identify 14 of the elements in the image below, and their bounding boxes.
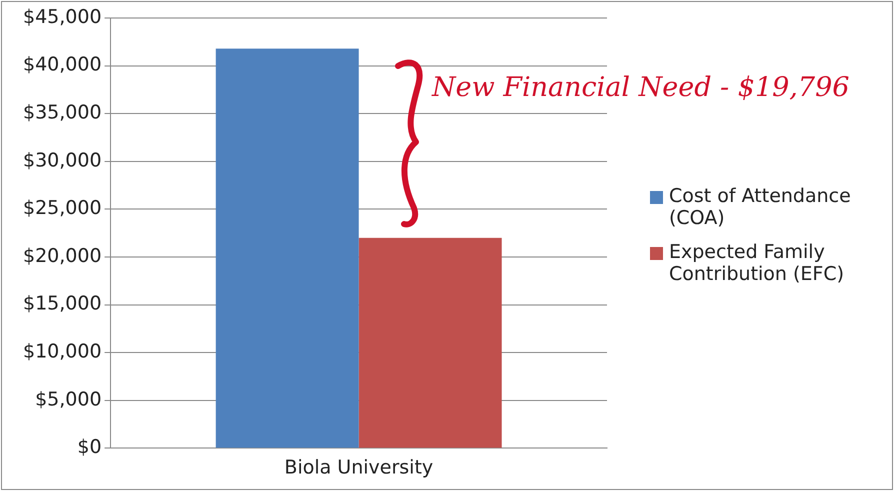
- y-tick-label: $25,000: [22, 197, 102, 220]
- y-tick-label: $30,000: [22, 149, 102, 172]
- y-tick-label: $35,000: [22, 102, 102, 124]
- y-tick-label: $20,000: [22, 244, 102, 267]
- y-tick-label: $5,000: [35, 388, 102, 410]
- y-tick-label: $15,000: [22, 292, 102, 315]
- legend-label: Expected Family Contribution (EFC): [669, 241, 846, 285]
- y-tick-label: $0: [77, 436, 102, 458]
- legend-label: Cost of Attendance (COA): [669, 185, 852, 229]
- y-tick-label: $45,000: [22, 6, 102, 28]
- annotation: New Financial Need - $19,796: [432, 72, 850, 103]
- y-tick-label: $40,000: [22, 54, 102, 76]
- y-tick-label: $10,000: [22, 340, 102, 363]
- x-tick-label: Biola University: [284, 456, 434, 479]
